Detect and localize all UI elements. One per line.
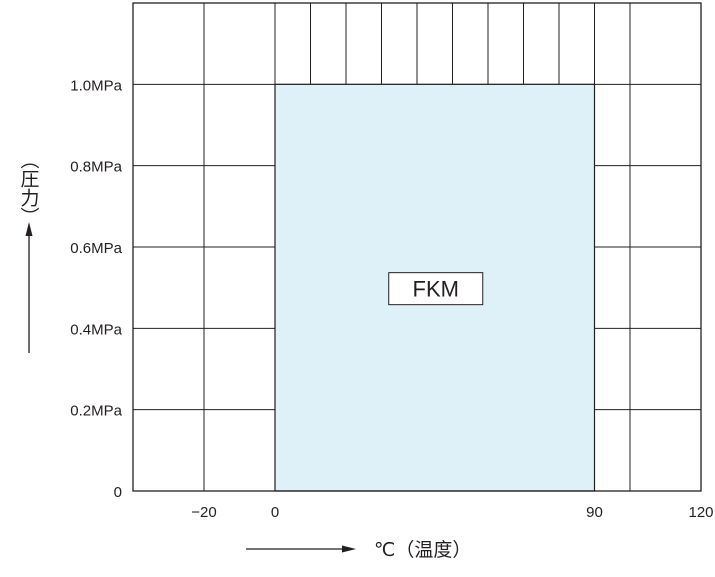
- region-label: FKM: [413, 277, 459, 302]
- plot-frame: [132, 2, 702, 492]
- x-tick-label: −20: [191, 504, 216, 521]
- y-tick-label: 0.2MPa: [70, 403, 122, 420]
- x-tick-label: 120: [688, 504, 713, 521]
- region-label-box: [388, 272, 484, 306]
- y-tick-label: 0: [114, 484, 122, 501]
- plot-border: [132, 2, 702, 492]
- y-tick-label: 1.0MPa: [70, 77, 122, 94]
- tick-labels: 0 0.2MPa 0.4MPa 0.6MPa 0.8MPa 1.0MPa −20 0 90 120: [70, 77, 713, 521]
- x-axis-label: ℃（温度）: [374, 539, 471, 561]
- y-axis-arrow: [25, 222, 33, 353]
- y-tick-label: 0.6MPa: [70, 240, 122, 257]
- y-tick-label: 0.8MPa: [70, 159, 122, 176]
- x-tick-label: 90: [586, 504, 603, 521]
- y-tick-label: 0.4MPa: [70, 321, 122, 338]
- y-axis-label: （圧力）: [18, 150, 40, 226]
- x-tick-label: 0: [271, 504, 279, 521]
- region-layer: FKM: [274, 83, 596, 492]
- x-axis-arrow: [246, 545, 356, 553]
